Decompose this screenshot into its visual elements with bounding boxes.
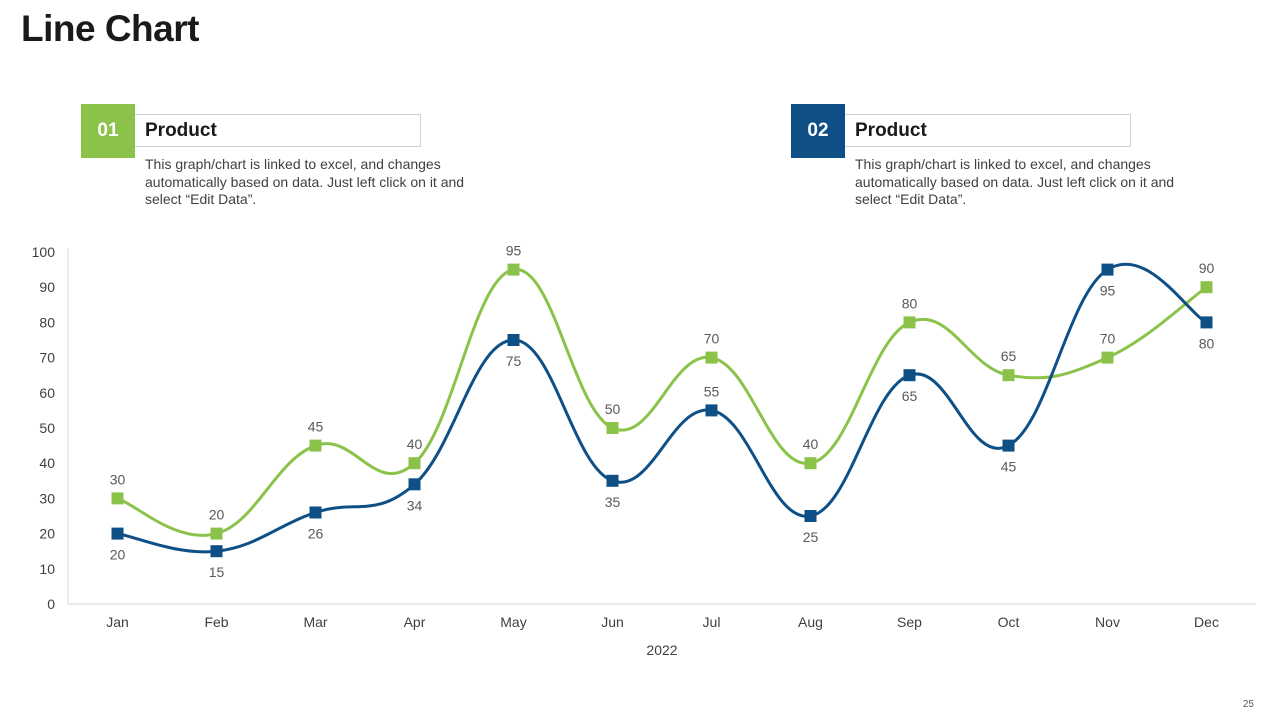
y-tick-label: 40 [39, 455, 55, 471]
series-1-point [111, 492, 124, 505]
series-2-point [309, 506, 322, 519]
series-2-data-label: 95 [1100, 283, 1116, 299]
series-1-point [903, 316, 916, 329]
x-tick-label: Sep [897, 614, 922, 630]
x-tick-label: Dec [1194, 614, 1219, 630]
series-2-data-label: 34 [407, 497, 423, 513]
series-1-data-label: 70 [1100, 331, 1116, 347]
series-2-point [111, 527, 124, 540]
series-1-point [705, 351, 718, 364]
series-1-data-label: 20 [209, 507, 225, 523]
x-tick-label: Nov [1095, 614, 1120, 630]
y-tick-label: 70 [39, 350, 55, 366]
series-2-data-label: 26 [308, 525, 324, 541]
x-tick-label: Jun [601, 614, 624, 630]
series-1-point [804, 457, 817, 470]
series-1-data-label: 40 [407, 436, 423, 452]
x-tick-label: Feb [204, 614, 228, 630]
x-tick-label: Oct [998, 614, 1020, 630]
series-1-data-label: 65 [1001, 348, 1017, 364]
y-tick-label: 10 [39, 561, 55, 577]
series-2-data-label: 25 [803, 529, 819, 545]
series-2-point [606, 474, 619, 487]
series-2-point [1002, 439, 1015, 452]
series-2-data-label: 35 [605, 494, 621, 510]
page-title: Line Chart [21, 8, 199, 49]
series-2-point [210, 545, 223, 558]
y-tick-label: 60 [39, 385, 55, 401]
page-number: 25 [1242, 699, 1254, 710]
legend-description-1: This graph/chart is linked to excel, and… [145, 156, 465, 207]
series-1-data-label: 45 [308, 419, 324, 435]
chart-axes: 0 10 20 30 40 50 60 70 80 90 100 Jan Feb Mar Apr May Jun… [32, 244, 1256, 658]
series-1-point [1200, 281, 1213, 294]
chart-data-labels: 30 20 45 40 95 50 70 40 80 65 70 90 20 15 26 34 75 35 55 25… [110, 243, 1215, 581]
series-1-data-label: 50 [605, 401, 621, 417]
chart-series-lines [116, 262, 1208, 554]
legend-badge-1: 01 [81, 104, 135, 158]
y-tick-label: 50 [39, 420, 55, 436]
series-1-point [606, 422, 619, 434]
x-tick-label: Aug [798, 614, 823, 630]
series-2-point [507, 334, 520, 346]
series-2-data-label: 65 [902, 388, 918, 404]
series-2-data-label: 20 [110, 547, 126, 563]
series-1-data-label: 80 [902, 295, 918, 311]
y-tick-label: 100 [32, 244, 56, 260]
legend-description-2: This graph/chart is linked to excel, and… [855, 156, 1175, 207]
series-2-data-label: 55 [704, 383, 720, 399]
legend-heading-1: Product [135, 114, 421, 147]
legend-heading-2: Product [845, 114, 1131, 147]
series-1-data-label: 30 [110, 471, 126, 487]
series-1-point [210, 527, 223, 540]
series-2-data-label: 15 [209, 564, 225, 580]
legend-badge-2: 02 [791, 104, 845, 158]
series-1-point [408, 457, 421, 470]
series-1-data-label: 95 [506, 243, 522, 259]
series-line-1 [116, 268, 1208, 537]
series-2-data-label: 80 [1199, 335, 1215, 351]
series-1-point [1101, 351, 1114, 364]
x-axis-title: 2022 [646, 642, 677, 658]
series-2-point [903, 369, 916, 382]
series-1-point [507, 263, 520, 276]
series-line-2 [116, 262, 1208, 554]
series-2-point [804, 510, 817, 522]
series-1-point [1002, 369, 1015, 382]
series-1-point [309, 439, 322, 452]
x-tick-label: Mar [303, 614, 327, 630]
chart-markers [111, 263, 1213, 558]
series-1-data-label: 90 [1199, 260, 1215, 276]
series-2-point [408, 478, 421, 491]
y-tick-label: 30 [39, 490, 55, 506]
series-1-data-label: 70 [704, 331, 720, 347]
series-2-data-label: 45 [1001, 459, 1017, 475]
y-tick-label: 0 [47, 596, 55, 612]
x-tick-label: Jan [106, 614, 129, 630]
series-2-point [1101, 263, 1114, 276]
x-tick-label: Jul [703, 614, 721, 630]
series-1-data-label: 40 [803, 436, 819, 452]
x-tick-label: May [500, 614, 526, 630]
y-tick-label: 20 [39, 526, 55, 542]
series-2-data-label: 75 [506, 353, 522, 369]
y-tick-label: 80 [39, 314, 55, 330]
series-2-point [705, 404, 718, 417]
series-2-point [1200, 316, 1213, 329]
y-tick-label: 90 [39, 279, 55, 295]
x-tick-label: Apr [404, 614, 426, 630]
